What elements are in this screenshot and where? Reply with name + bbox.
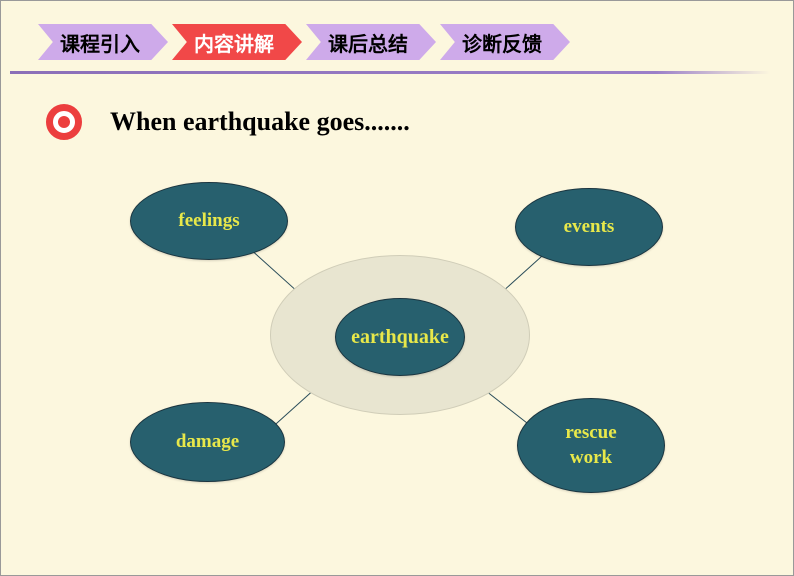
- nav-bar: 课程引入 内容讲解 课后总结 诊断反馈: [38, 24, 574, 60]
- bullet-inner: [58, 116, 70, 128]
- nav-tab-summary[interactable]: 课后总结: [306, 24, 436, 60]
- node-label: damage: [176, 430, 239, 455]
- node-label: rescue work: [565, 421, 616, 470]
- node-events: events: [515, 188, 663, 266]
- node-feelings: feelings: [130, 182, 288, 260]
- node-center-label: earthquake: [351, 324, 449, 350]
- header-divider: [10, 71, 770, 74]
- node-label: events: [564, 215, 615, 240]
- node-damage: damage: [130, 402, 285, 482]
- nav-tab-content[interactable]: 内容讲解: [172, 24, 302, 60]
- node-center: earthquake: [335, 298, 465, 376]
- nav-tab-label: 课程引入: [60, 28, 140, 57]
- nav-tab-label: 内容讲解: [194, 28, 274, 57]
- nav-tab-feedback[interactable]: 诊断反馈: [440, 24, 570, 60]
- nav-tab-label: 课后总结: [328, 28, 408, 57]
- page-title: When earthquake goes.......: [110, 107, 410, 137]
- nav-tab-label: 诊断反馈: [462, 28, 542, 57]
- mindmap: earthquake feelings events damage rescue wo…: [0, 170, 794, 550]
- node-rescue: rescue work: [517, 398, 665, 493]
- title-row: When earthquake goes.......: [46, 104, 410, 140]
- bullet-icon: [46, 104, 82, 140]
- node-label: feelings: [178, 209, 239, 234]
- nav-tab-intro[interactable]: 课程引入: [38, 24, 168, 60]
